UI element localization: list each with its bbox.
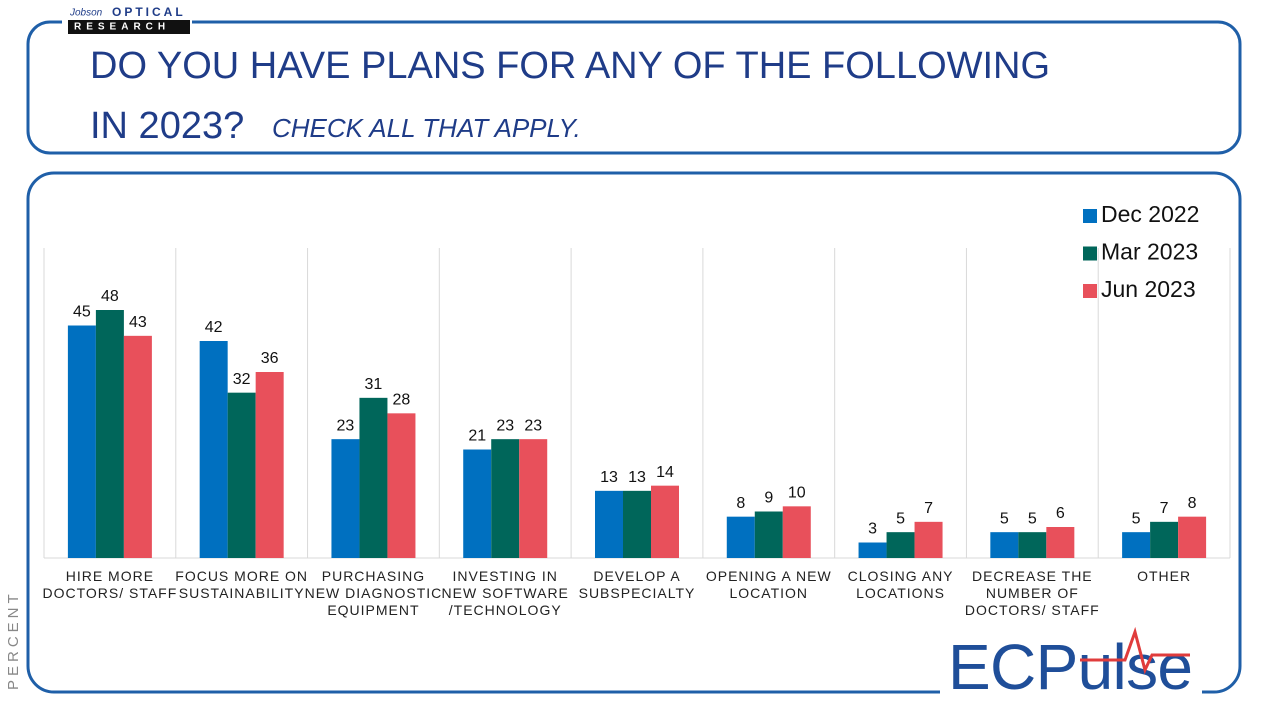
- data-label: 36: [261, 350, 279, 367]
- legend-label: Jun 2023: [1101, 276, 1196, 302]
- legend-swatch: [1083, 209, 1097, 223]
- bar: [123, 335, 152, 558]
- x-tick-label: OTHER: [1137, 568, 1191, 584]
- data-label: 23: [337, 417, 355, 434]
- data-label: 43: [129, 314, 147, 331]
- bar: [886, 532, 915, 558]
- bar: [331, 439, 360, 558]
- bar: [651, 485, 679, 558]
- x-tick-label: CLOSING ANY LOCATIONS: [848, 568, 954, 601]
- logo-bar: [68, 20, 190, 34]
- data-label: 8: [736, 495, 745, 512]
- x-tick-label: DEVELOP A SUBSPECIALTY: [579, 568, 696, 601]
- bar: [387, 413, 416, 558]
- bar: [1150, 521, 1179, 558]
- data-label: 23: [496, 417, 514, 434]
- data-label: 23: [524, 417, 542, 434]
- data-label: 5: [1132, 510, 1141, 527]
- data-label: 42: [205, 319, 223, 336]
- data-label: 28: [393, 392, 411, 409]
- data-label: 13: [628, 469, 646, 486]
- x-tick-label: HIRE MORE DOCTORS/ STAFF: [42, 568, 177, 601]
- data-label: 9: [764, 490, 773, 507]
- logo-name: OPTICAL: [112, 5, 186, 19]
- bar: [519, 439, 548, 558]
- data-label: 45: [73, 304, 91, 321]
- bar: [359, 397, 388, 558]
- data-label: 6: [1056, 505, 1065, 522]
- chart-title-line2: IN 2023?: [90, 105, 244, 147]
- data-label: 31: [365, 376, 383, 393]
- bar: [990, 532, 1019, 558]
- logo-brand: Jobson: [69, 8, 103, 19]
- bar: [227, 392, 256, 558]
- bar: [67, 325, 96, 558]
- bar: [1178, 516, 1207, 558]
- bar: [595, 490, 623, 558]
- bar: [199, 341, 228, 558]
- bar: [914, 521, 943, 558]
- data-label: 7: [1160, 500, 1169, 517]
- title-panel: [26, 20, 1242, 155]
- data-label: 7: [924, 500, 933, 517]
- data-label: 21: [468, 428, 486, 445]
- data-label: 13: [600, 469, 618, 486]
- x-tick-label: PURCHASING NEW DIAGNOSTIC EQUIPMENT: [305, 568, 443, 618]
- x-tick-label: INVESTING IN NEW SOFTWARE/TECHNOLOGY: [442, 568, 569, 618]
- chart-subtitle: CHECK ALL THAT APPLY.: [272, 113, 581, 143]
- bar: [1018, 532, 1047, 558]
- bar: [95, 310, 124, 558]
- data-label: 3: [868, 521, 877, 538]
- bar: [754, 511, 783, 558]
- data-label: 10: [788, 485, 806, 502]
- data-label: 8: [1188, 495, 1197, 512]
- bar: [491, 439, 520, 558]
- bar: [1046, 527, 1075, 558]
- bar: [255, 372, 284, 558]
- pulse-line: [1080, 626, 1190, 675]
- x-tick-label: FOCUS MORE ON SUSTAINABILITY: [175, 568, 308, 601]
- data-label: 48: [101, 288, 119, 305]
- data-label: 5: [1028, 510, 1037, 527]
- bar: [1122, 532, 1151, 558]
- bar: [782, 506, 811, 558]
- bar: [726, 516, 755, 558]
- data-label: 14: [656, 464, 674, 481]
- bar: [463, 449, 492, 558]
- chart-title: DO YOU HAVE PLANS FOR ANY OF THE FOLLOWI…: [90, 45, 1050, 87]
- chart-panel: [26, 171, 1242, 694]
- legend-swatch: [1083, 284, 1097, 298]
- footer-logo-bg: [940, 630, 1202, 705]
- data-label: 5: [1000, 510, 1009, 527]
- y-axis-label: PERCENT: [5, 590, 22, 690]
- logo-sub: RESEARCH: [74, 22, 170, 33]
- bar: [623, 490, 651, 558]
- footer-logo: ECPulse: [948, 631, 1193, 703]
- bar: [858, 542, 887, 558]
- legend-label: Mar 2023: [1101, 239, 1198, 265]
- x-tick-label: DECREASE THE NUMBER OF DOCTORS/ STAFF: [965, 568, 1100, 618]
- data-label: 5: [896, 510, 905, 527]
- legend-label: Dec 2022: [1101, 201, 1199, 227]
- x-tick-label: OPENING A NEW LOCATION: [706, 568, 832, 601]
- data-label: 32: [233, 371, 251, 388]
- legend-swatch: [1083, 246, 1097, 261]
